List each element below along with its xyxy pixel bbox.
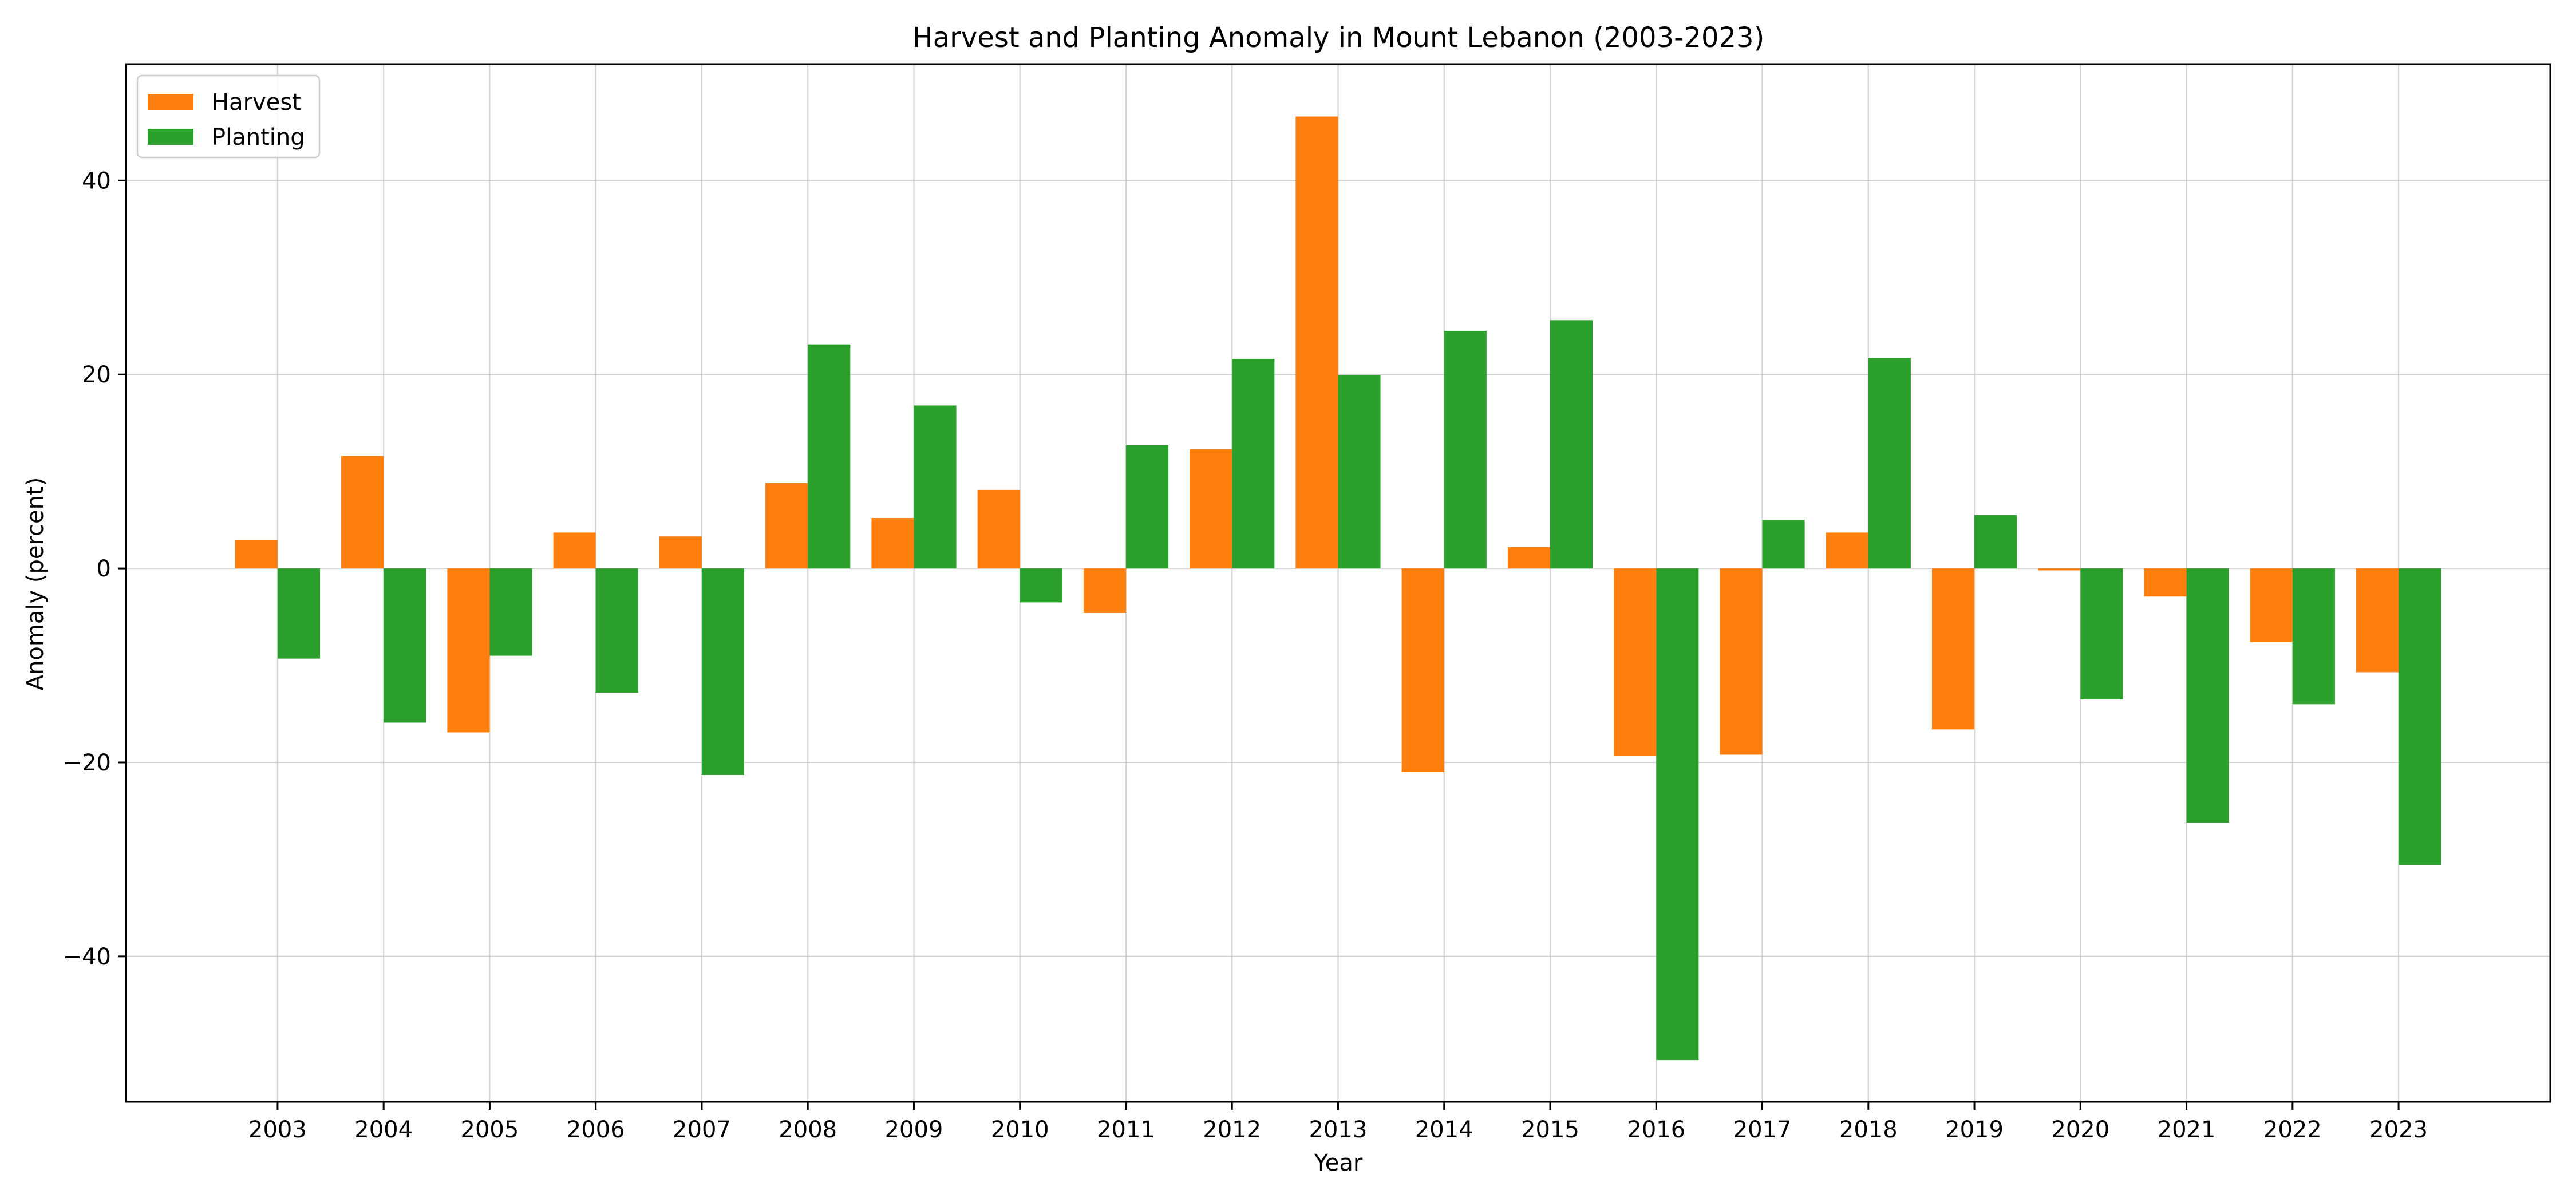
bar-planting-2009 — [914, 405, 957, 569]
x-tick-label: 2006 — [567, 1117, 625, 1143]
bar-planting-2004 — [384, 568, 426, 723]
x-tick-label: 2018 — [1839, 1117, 1898, 1143]
x-tick-label: 2016 — [1627, 1117, 1685, 1143]
bar-harvest-2015 — [1507, 547, 1551, 569]
bar-planting-2019 — [1974, 515, 2017, 569]
y-tick-label: 40 — [82, 168, 111, 194]
bar-planting-2007 — [701, 568, 745, 775]
bar-harvest-2003 — [235, 540, 278, 569]
bar-harvest-2012 — [1190, 449, 1232, 569]
y-tick-label: 0 — [97, 556, 111, 582]
bar-planting-2016 — [1656, 568, 1699, 1061]
bar-planting-2015 — [1550, 320, 1593, 569]
bar-planting-2020 — [2080, 568, 2123, 699]
bar-harvest-2017 — [1720, 568, 1763, 755]
x-tick-label: 2015 — [1521, 1117, 1579, 1143]
x-tick-label: 2023 — [2369, 1117, 2428, 1143]
x-tick-label: 2003 — [248, 1117, 307, 1143]
bar-planting-2010 — [1020, 568, 1062, 603]
bar-planting-2013 — [1338, 375, 1381, 569]
x-tick-label: 2012 — [1203, 1117, 1261, 1143]
bar-harvest-2018 — [1826, 532, 1868, 569]
bar-harvest-2021 — [2144, 568, 2187, 597]
bar-harvest-2004 — [341, 456, 384, 569]
y-tick-label: 20 — [82, 362, 111, 388]
x-tick-label: 2007 — [673, 1117, 731, 1143]
bar-harvest-2013 — [1295, 116, 1338, 569]
bar-harvest-2019 — [1931, 568, 1975, 730]
x-tick-label: 2010 — [991, 1117, 1049, 1143]
bar-harvest-2010 — [977, 489, 1020, 569]
legend-swatch-planting — [148, 129, 193, 145]
bar-layer — [235, 116, 2441, 1061]
bar-planting-2011 — [1125, 445, 1169, 569]
bar-harvest-2023 — [2356, 568, 2399, 673]
bar-planting-2017 — [1762, 520, 1805, 569]
bar-planting-2006 — [595, 568, 638, 693]
bar-planting-2005 — [489, 568, 532, 656]
x-tick-label: 2009 — [885, 1117, 943, 1143]
bar-planting-2008 — [808, 344, 851, 569]
bar-planting-2023 — [2399, 568, 2441, 865]
x-tick-label: 2008 — [779, 1117, 837, 1143]
bar-planting-2003 — [277, 568, 321, 659]
bar-harvest-2007 — [659, 536, 702, 569]
x-tick-label: 2019 — [1945, 1117, 2004, 1143]
bar-harvest-2009 — [871, 517, 914, 569]
x-tick-label: 2013 — [1309, 1117, 1368, 1143]
x-tick-label: 2020 — [2051, 1117, 2109, 1143]
legend: Harvest Planting — [136, 74, 321, 159]
y-axis-label: Anomaly (percent) — [22, 477, 49, 691]
x-axis-label: Year — [1314, 1150, 1363, 1176]
x-tick-label: 2005 — [461, 1117, 519, 1143]
x-tick-label: 2021 — [2158, 1117, 2216, 1143]
bar-harvest-2020 — [2038, 568, 2081, 571]
bar-planting-2012 — [1232, 359, 1275, 569]
bar-harvest-2016 — [1614, 568, 1657, 756]
y-tick-label: −20 — [63, 750, 111, 776]
bar-harvest-2006 — [553, 532, 596, 569]
bar-harvest-2022 — [2250, 568, 2293, 642]
chart-title: Harvest and Planting Anomaly in Mount Le… — [912, 22, 1765, 54]
x-tick-label: 2014 — [1415, 1117, 1473, 1143]
legend-label-harvest: Harvest — [212, 89, 301, 116]
y-tick-label: −40 — [63, 944, 111, 970]
legend-swatch-harvest — [148, 94, 193, 110]
x-tick-label: 2011 — [1097, 1117, 1155, 1143]
bar-planting-2014 — [1444, 330, 1487, 569]
bar-planting-2018 — [1868, 358, 1911, 569]
bar-harvest-2014 — [1401, 568, 1444, 772]
bar-planting-2022 — [2292, 568, 2335, 705]
x-tick-label: 2017 — [1733, 1117, 1792, 1143]
bar-harvest-2008 — [765, 483, 808, 569]
bar-planting-2021 — [2186, 568, 2229, 823]
x-tick-label: 2022 — [2263, 1117, 2322, 1143]
bar-harvest-2011 — [1083, 568, 1126, 614]
tick-layer: 2003 2004 2005 2006 2007 2008 2009 2010 2011 2012… — [63, 168, 2428, 1143]
x-tick-label: 2004 — [354, 1117, 413, 1143]
bar-harvest-2005 — [447, 568, 490, 733]
legend-label-planting: Planting — [212, 124, 305, 151]
